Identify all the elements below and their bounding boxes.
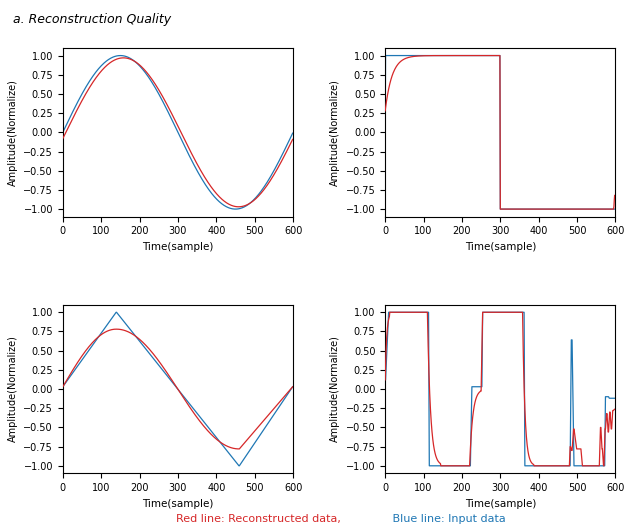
X-axis label: Time(sample): Time(sample): [465, 242, 536, 252]
Text: Red line: Reconstructed data,: Red line: Reconstructed data,: [176, 514, 341, 524]
Y-axis label: Amplitude(Normalize): Amplitude(Normalize): [8, 336, 18, 443]
Text: a. Reconstruction Quality: a. Reconstruction Quality: [13, 13, 171, 26]
Y-axis label: Amplitude(Normalize): Amplitude(Normalize): [8, 79, 18, 186]
Text: Blue line: Input data: Blue line: Input data: [389, 514, 506, 524]
X-axis label: Time(sample): Time(sample): [465, 499, 536, 509]
Y-axis label: Amplitude(Normalize): Amplitude(Normalize): [330, 336, 340, 443]
X-axis label: Time(sample): Time(sample): [143, 499, 214, 509]
Y-axis label: Amplitude(Normalize): Amplitude(Normalize): [330, 79, 340, 186]
X-axis label: Time(sample): Time(sample): [143, 242, 214, 252]
